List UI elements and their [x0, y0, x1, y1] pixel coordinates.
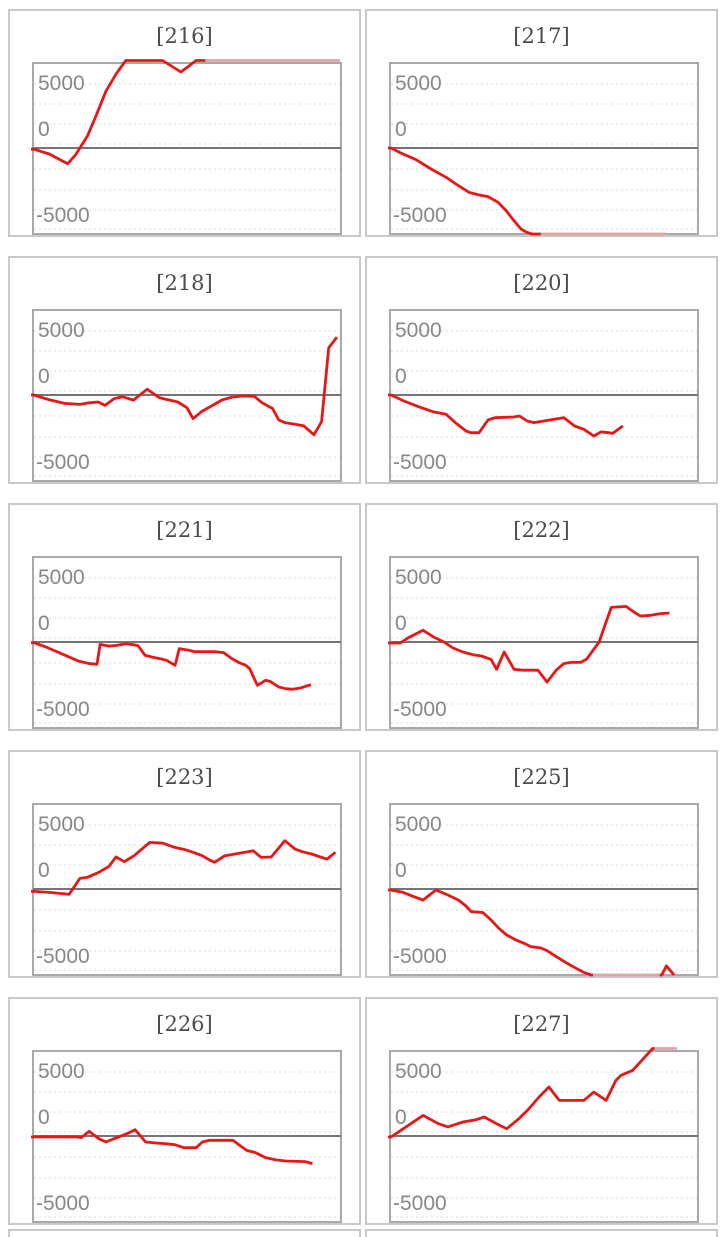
y-axis-label: 0 — [38, 859, 50, 882]
chart-panel-218: [218] 5000 0 -5000 — [8, 256, 361, 484]
chart-title: [221] — [156, 518, 213, 542]
y-axis-label: 0 — [395, 859, 407, 882]
series-line — [388, 888, 593, 977]
chart-canvas: 5000 0 -5000 — [388, 319, 698, 477]
y-axis-label: -5000 — [36, 451, 90, 474]
chart-title: [227] — [513, 1012, 570, 1036]
chart-panel-217: [217] 5000 0 -5000 — [365, 9, 718, 237]
y-axis-label: 5000 — [38, 566, 85, 589]
y-axis-label: 5000 — [395, 72, 442, 95]
chart-panel-223: [223] 5000 0 -5000 — [8, 750, 361, 978]
series-line — [31, 59, 206, 166]
chart-title: [222] — [513, 518, 570, 542]
y-axis-label: 0 — [395, 1106, 407, 1129]
y-axis-label: 0 — [395, 118, 407, 141]
chart-title: [225] — [513, 765, 570, 789]
chart-canvas: 5000 0 -5000 — [388, 1047, 698, 1218]
series-line — [388, 605, 670, 684]
chart-canvas: 5000 0 -5000 — [31, 813, 341, 971]
chart-canvas: 5000 0 -5000 — [31, 1060, 341, 1218]
y-axis-label: 5000 — [395, 319, 442, 342]
chart-title: [216] — [156, 24, 213, 48]
chart-plot: 5000 0 -5000 — [388, 62, 699, 236]
chart-panel-225: [225] 5000 0 -5000 — [365, 750, 718, 978]
chart-plot: 5000 0 -5000 — [31, 59, 342, 235]
y-axis-label: 5000 — [38, 72, 85, 95]
series-line — [388, 146, 541, 236]
chart-plot: 5000 0 -5000 — [31, 556, 342, 729]
chart-panel-216: [216] 5000 0 -5000 — [8, 9, 361, 237]
series-line — [388, 393, 624, 438]
series-line — [31, 839, 337, 896]
y-axis-label: -5000 — [36, 204, 90, 227]
chart-title: [223] — [156, 765, 213, 789]
y-axis-label: -5000 — [36, 945, 90, 968]
chart-canvas: 5000 0 -5000 — [31, 566, 341, 724]
y-axis-label: 0 — [38, 612, 50, 635]
chart-plot: 5000 0 -5000 — [388, 309, 699, 482]
next-row-panel-stub — [8, 1229, 361, 1237]
y-axis-label: -5000 — [393, 698, 447, 721]
chart-plot: 5000 0 -5000 — [31, 1050, 342, 1223]
next-row-panel-stub — [365, 1229, 718, 1237]
next-row-partial — [0, 1229, 724, 1237]
chart-plot: 5000 0 -5000 — [31, 803, 342, 976]
chart-plot: 5000 0 -5000 — [31, 309, 342, 482]
y-axis-label: 5000 — [38, 813, 85, 836]
y-axis-label: 0 — [38, 365, 50, 388]
chart-plot: 5000 0 -5000 — [388, 556, 699, 729]
chart-panel-226: [226] 5000 0 -5000 — [8, 997, 361, 1225]
chart-panel-227: [227] 5000 0 -5000 — [365, 997, 718, 1225]
series-line — [659, 964, 676, 977]
y-axis-label: -5000 — [393, 945, 447, 968]
y-axis-label: 5000 — [38, 1060, 85, 1083]
chart-title: [220] — [513, 271, 570, 295]
chart-canvas: 5000 0 -5000 — [31, 59, 341, 230]
chart-canvas: 5000 0 -5000 — [388, 72, 698, 236]
y-axis-label: 5000 — [38, 319, 85, 342]
y-axis-label: -5000 — [36, 1192, 90, 1215]
series-line — [388, 1047, 655, 1139]
chart-plot: 5000 0 -5000 — [388, 803, 699, 977]
series-line — [31, 641, 312, 691]
chart-title: [226] — [156, 1012, 213, 1036]
y-axis-label: 0 — [395, 365, 407, 388]
y-axis-label: 0 — [38, 1106, 50, 1129]
chart-canvas: 5000 0 -5000 — [388, 813, 698, 977]
chart-canvas: 5000 0 -5000 — [388, 566, 698, 724]
series-line — [31, 1128, 313, 1165]
y-axis-label: -5000 — [393, 1192, 447, 1215]
y-axis-label: -5000 — [393, 451, 447, 474]
chart-title: [217] — [513, 24, 570, 48]
chart-plot: 5000 0 -5000 — [388, 1047, 699, 1223]
y-axis-label: 5000 — [395, 566, 442, 589]
y-axis-label: 0 — [38, 118, 50, 141]
chart-panel-220: [220] 5000 0 -5000 — [365, 256, 718, 484]
y-axis-label: 0 — [395, 612, 407, 635]
y-axis-label: 5000 — [395, 1060, 442, 1083]
chart-title: [218] — [156, 271, 213, 295]
chart-canvas: 5000 0 -5000 — [31, 319, 341, 477]
chart-panel-221: [221] 5000 0 -5000 — [8, 503, 361, 731]
series-line — [31, 336, 339, 437]
chart-panel-222: [222] 5000 0 -5000 — [365, 503, 718, 731]
y-axis-label: 5000 — [395, 813, 442, 836]
y-axis-label: -5000 — [393, 204, 447, 227]
y-axis-label: -5000 — [36, 698, 90, 721]
